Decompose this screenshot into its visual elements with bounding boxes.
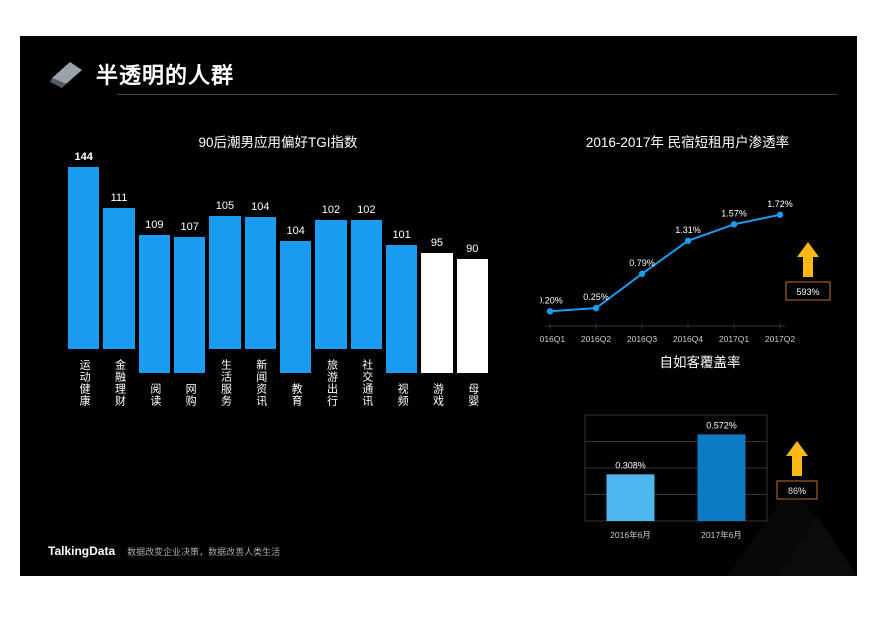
data-point [639, 271, 645, 277]
bars-container: 144运动健康111金融理财109阅读107网购105生活服务104新闻资讯10… [68, 187, 488, 407]
point-label: 1.31% [675, 225, 701, 235]
bar-value-label: 102 [357, 204, 375, 216]
x-axis-label: 2016Q1 [540, 334, 565, 344]
callout-label: 593% [796, 287, 819, 297]
bar-rect [457, 259, 488, 373]
bar-col: 104 新闻资讯 [245, 201, 276, 407]
point-label: 0.79% [629, 258, 655, 268]
point-label: 1.72% [767, 199, 793, 209]
slide: 半透明的人群 90后潮男应用偏好TGI指数 144 运动健康 111 金融理财 109 阅… [20, 36, 857, 576]
bar-col: 101 视频 [386, 229, 417, 407]
line-chart-title: 2016-2017年 民宿短租用户渗透率 [540, 131, 835, 151]
canvas: 半透明的人群 90后潮男应用偏好TGI指数 144 运动健康 111 金融理财 109 阅… [0, 0, 877, 620]
bar-category-label: 旅游出行 [325, 359, 336, 407]
data-point [685, 238, 691, 244]
bar-rect [139, 235, 170, 373]
bar-category-label: 游戏 [431, 383, 442, 407]
bar-rect [315, 220, 346, 349]
bar-category-label: 社交通讯 [361, 359, 372, 407]
bar-value-label: 111 [111, 192, 128, 204]
growth-arrow-icon [797, 242, 819, 277]
bar-rect [351, 220, 382, 349]
bar-category-label: 阅读 [149, 383, 160, 407]
bar-chart-title: 90后潮男应用偏好TGI指数 [68, 131, 488, 151]
bar-rect [280, 241, 311, 373]
bar-col: 109 阅读 [139, 219, 170, 407]
header-rule [117, 94, 837, 95]
bar-category-label: 母婴 [467, 383, 478, 407]
penetration-line-chart: 2016-2017年 民宿短租用户渗透率 0.20%2016Q10.25%201… [540, 131, 835, 336]
bar-category-label: 视频 [396, 383, 407, 407]
bar-category-label: 新闻资讯 [255, 359, 266, 407]
data-point [593, 305, 599, 311]
coverage-value-label: 0.572% [706, 420, 737, 430]
coverage-title: 自如客覆盖率 [575, 351, 825, 371]
x-axis-label: 2016Q3 [627, 334, 658, 344]
bar-col: 104 教育 [280, 225, 311, 407]
bar-rect [103, 208, 134, 349]
bar-category-label: 教育 [290, 383, 301, 407]
bar-rect [245, 217, 276, 349]
x-axis-label: 2016Q4 [673, 334, 704, 344]
bar-col: 102 社交通讯 [351, 204, 382, 407]
x-axis-label: 2017Q2 [765, 334, 796, 344]
x-axis-label: 2017Q1 [719, 334, 750, 344]
bar-col: 95 游戏 [421, 237, 452, 407]
bar-category-label: 网购 [184, 383, 195, 407]
bar-category-label: 运动健康 [78, 359, 89, 407]
bar-value-label: 107 [180, 221, 198, 233]
bar-col: 111 金融理财 [103, 192, 134, 407]
bar-rect [421, 253, 452, 373]
bar-value-label: 104 [286, 225, 304, 237]
data-point [777, 212, 783, 218]
tgi-bar-chart: 90后潮男应用偏好TGI指数 144运动健康111金融理财109阅读107网购1… [68, 131, 488, 476]
bar-rect [209, 216, 240, 349]
bar-category-label: 金融理财 [113, 359, 124, 407]
bar-value-label: 144 [74, 151, 92, 163]
bar-value-label: 95 [431, 237, 443, 249]
bar-value-label: 109 [145, 219, 163, 231]
tagline: 数据改变企业决策，数据改善人类生活 [127, 545, 280, 558]
bar-col: 105 生活服务 [209, 200, 240, 407]
x-axis-label: 2016Q2 [581, 334, 612, 344]
diamond-logo-icon [48, 60, 86, 88]
data-point [547, 308, 553, 314]
coverage-value-label: 0.308% [615, 460, 646, 470]
bar-category-label: 生活服务 [219, 359, 230, 407]
header: 半透明的人群 [20, 36, 857, 90]
bar-value-label: 90 [466, 243, 478, 255]
bar-value-label: 101 [392, 229, 410, 241]
data-point [731, 221, 737, 227]
bar-col: 107 网购 [174, 221, 205, 407]
bar-col: 102 旅游出行 [315, 204, 346, 407]
page-title: 半透明的人群 [96, 58, 234, 90]
brand-name: TalkingData [48, 544, 115, 558]
decor-mountain-icon [727, 466, 857, 576]
coverage-x-label: 2016年6月 [610, 530, 651, 540]
point-label: 1.57% [721, 208, 747, 218]
bar-col: 90 母婴 [457, 243, 488, 407]
bar-value-label: 104 [251, 201, 269, 213]
bar-col: 144 运动健康 [68, 151, 99, 407]
point-label: 0.20% [540, 295, 563, 305]
coverage-bar [607, 474, 655, 521]
point-label: 0.25% [583, 292, 609, 302]
line-chart-svg: 0.20% 2016Q1 0.25% 2016Q2 0.79% 2016Q3 1.31% 20… [540, 187, 835, 352]
bar-rect [174, 237, 205, 373]
bar-rect [68, 167, 99, 349]
bar-value-label: 102 [322, 204, 340, 216]
footer: TalkingData 数据改变企业决策，数据改善人类生活 [48, 544, 280, 558]
bar-value-label: 105 [216, 200, 234, 212]
bar-rect [386, 245, 417, 373]
